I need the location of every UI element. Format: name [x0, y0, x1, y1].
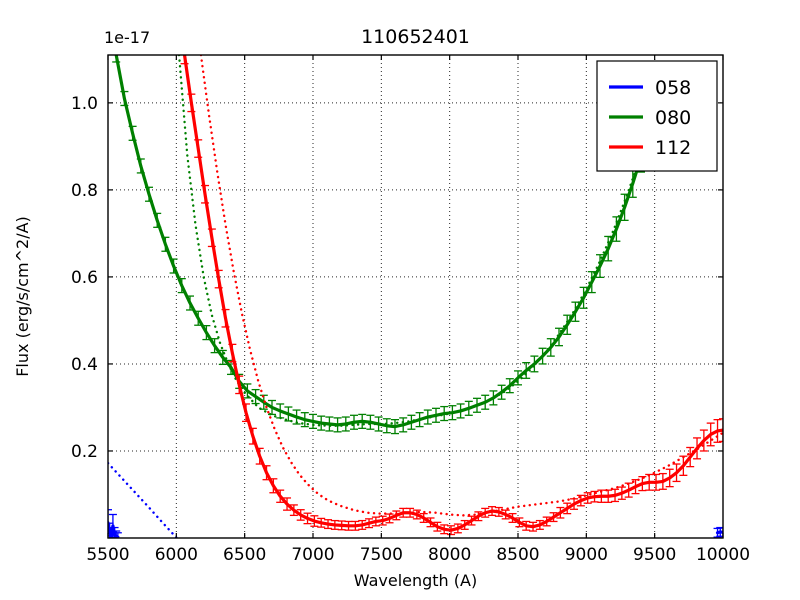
xtick-label: 8000 [428, 545, 471, 565]
series-line-058 [108, 521, 120, 538]
xtick-label: 7500 [360, 545, 403, 565]
series-058-tail [713, 526, 723, 538]
series-080-model [177, 55, 656, 427]
xtick-label: 10000 [696, 545, 750, 565]
legend: 058 080 112 [596, 60, 718, 172]
series-112 [180, 55, 723, 536]
ytick-label: 0.6 [71, 268, 98, 288]
data-layer [108, 55, 723, 538]
xtick-label: 8500 [496, 545, 539, 565]
series-line-058-model [108, 461, 178, 538]
xtick-label: 9500 [633, 545, 676, 565]
series-line-080 [114, 55, 651, 429]
xtick-label: 9000 [565, 545, 608, 565]
series-line-080-model [177, 55, 656, 427]
series-058-model [108, 461, 178, 538]
xtick-label: 5500 [86, 545, 129, 565]
legend-label-080: 080 [655, 107, 691, 129]
chart-title: 110652401 [361, 26, 470, 48]
x-axis-label: Wavelength (A) [354, 571, 477, 590]
xtick-label: 6000 [155, 545, 198, 565]
xtick-label: 7000 [291, 545, 334, 565]
y-axis-offset-text: 1e-17 [104, 28, 150, 47]
ytick-label: 0.2 [71, 442, 98, 462]
y-axis-label: Flux (erg/s/cm^2/A) [13, 216, 32, 377]
ytick-label: 0.4 [71, 355, 98, 375]
series-line-058-tail [715, 530, 723, 535]
plot-frame [107, 54, 724, 539]
ytick-label: 0.8 [71, 181, 98, 201]
legend-label-058: 058 [655, 77, 691, 99]
legend-label-112: 112 [655, 137, 691, 159]
axis-ticks: 5500 6000 6500 7000 7500 8000 8500 9000 9500 1000… [71, 55, 750, 565]
series-line-112 [182, 55, 723, 532]
ytick-label: 1.0 [71, 94, 98, 114]
xtick-label: 6500 [223, 545, 266, 565]
